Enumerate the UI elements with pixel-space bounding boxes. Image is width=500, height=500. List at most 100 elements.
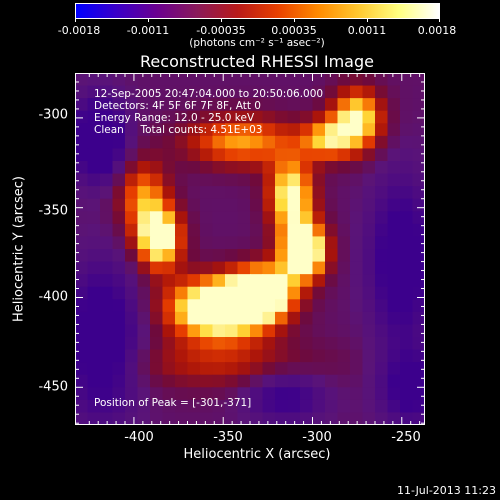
heatmap-cell (362, 198, 376, 212)
heatmap-cell (87, 337, 101, 351)
heatmap-cell (125, 286, 139, 300)
heatmap-cell (287, 110, 301, 124)
heatmap-cell (350, 337, 364, 351)
heatmap-cell (187, 349, 201, 363)
heatmap-cell (162, 223, 176, 238)
heatmap-cell (250, 186, 264, 200)
heatmap-cell (387, 236, 401, 250)
heatmap-cell (400, 148, 414, 162)
heatmap-cell (287, 399, 301, 414)
heatmap-cell (325, 148, 339, 162)
heatmap-cell (287, 387, 301, 401)
heatmap-cell (337, 198, 351, 212)
heatmap-cell (312, 73, 326, 87)
heatmap-cell (325, 123, 339, 137)
heatmap-cell (412, 399, 425, 414)
heatmap-cell (125, 98, 139, 112)
heatmap-cell (300, 311, 314, 326)
heatmap-cell (337, 223, 351, 238)
heatmap-cell (237, 223, 251, 238)
heatmap-cell (237, 387, 251, 401)
heatmap-cell (187, 261, 201, 275)
heatmap-cell (225, 173, 239, 187)
heatmap-cell (400, 311, 414, 326)
heatmap-cell (225, 362, 239, 376)
heatmap-cell (350, 186, 364, 200)
heatmap-cell (200, 98, 214, 112)
heatmap-cell (387, 123, 401, 137)
heatmap-cell (225, 349, 239, 363)
heatmap-cell (225, 98, 239, 112)
heatmap-cell (287, 186, 301, 200)
heatmap-cell (362, 324, 376, 338)
heatmap-cell (75, 148, 89, 162)
heatmap-cell (112, 73, 126, 87)
heatmap-cell (350, 73, 364, 87)
heatmap-cell (187, 110, 201, 124)
heatmap-cell (225, 337, 239, 351)
heatmap-cell (275, 387, 289, 401)
heatmap-cell (362, 148, 376, 162)
heatmap-cell (412, 98, 425, 112)
heatmap-cell (100, 374, 114, 388)
heatmap-cell (287, 98, 301, 112)
heatmap-cell (250, 161, 264, 175)
heatmap-cell (325, 349, 339, 363)
heatmap-cell (312, 399, 326, 414)
heatmap-cell (225, 211, 239, 225)
heatmap-cell (262, 161, 276, 175)
heatmap-cell (400, 110, 414, 124)
heatmap-cell (300, 186, 314, 200)
heatmap-cell (275, 374, 289, 388)
heatmap-cell (162, 337, 176, 351)
heatmap-cell (212, 337, 226, 351)
heatmap-cell (125, 349, 139, 363)
heatmap-cell (287, 135, 301, 150)
heatmap-cell (362, 399, 376, 414)
heatmap-cell (87, 73, 101, 87)
heatmap-cell (375, 85, 389, 99)
heatmap-cell (212, 223, 226, 238)
heatmap-cell (250, 211, 264, 225)
heatmap-cell (400, 249, 414, 263)
heatmap-cell (262, 85, 276, 99)
heatmap-cell (162, 261, 176, 275)
heatmap-cell (112, 161, 126, 175)
heatmap-cell (250, 223, 264, 238)
heatmap-cell (212, 399, 226, 414)
heatmap-cell (262, 362, 276, 376)
heatmap-cell (237, 186, 251, 200)
heatmap-cell (87, 161, 101, 175)
heatmap-cell (400, 198, 414, 212)
heatmap-cell (75, 123, 89, 137)
heatmap-cell (175, 123, 189, 137)
heatmap-cell (175, 374, 189, 388)
heatmap-cell (350, 299, 364, 313)
heatmap-cell (212, 135, 226, 150)
heatmap-cell (187, 286, 201, 300)
heatmap-cell (125, 148, 139, 162)
heatmap-cell (312, 110, 326, 124)
heatmap-cell (387, 73, 401, 87)
heatmap-cell (312, 249, 326, 263)
heatmap-cell (237, 249, 251, 263)
heatmap-cell (300, 223, 314, 238)
heatmap-cell (312, 236, 326, 250)
heatmap-cell (175, 98, 189, 112)
heatmap-cell (375, 223, 389, 238)
heatmap-cell (287, 337, 301, 351)
heatmap-cell (75, 362, 89, 376)
heatmap-cell (175, 161, 189, 175)
heatmap-cell (137, 123, 151, 137)
heatmap-cell (125, 236, 139, 250)
heatmap-cell (100, 198, 114, 212)
heatmap-cell (387, 110, 401, 124)
heatmap-cell (87, 299, 101, 313)
heatmap-cell (262, 286, 276, 300)
heatmap-cell (387, 337, 401, 351)
heatmap-cell (350, 374, 364, 388)
heatmap-cell (325, 311, 339, 326)
heatmap-cell (350, 110, 364, 124)
heatmap-cell (237, 399, 251, 414)
heatmap-cell (287, 198, 301, 212)
